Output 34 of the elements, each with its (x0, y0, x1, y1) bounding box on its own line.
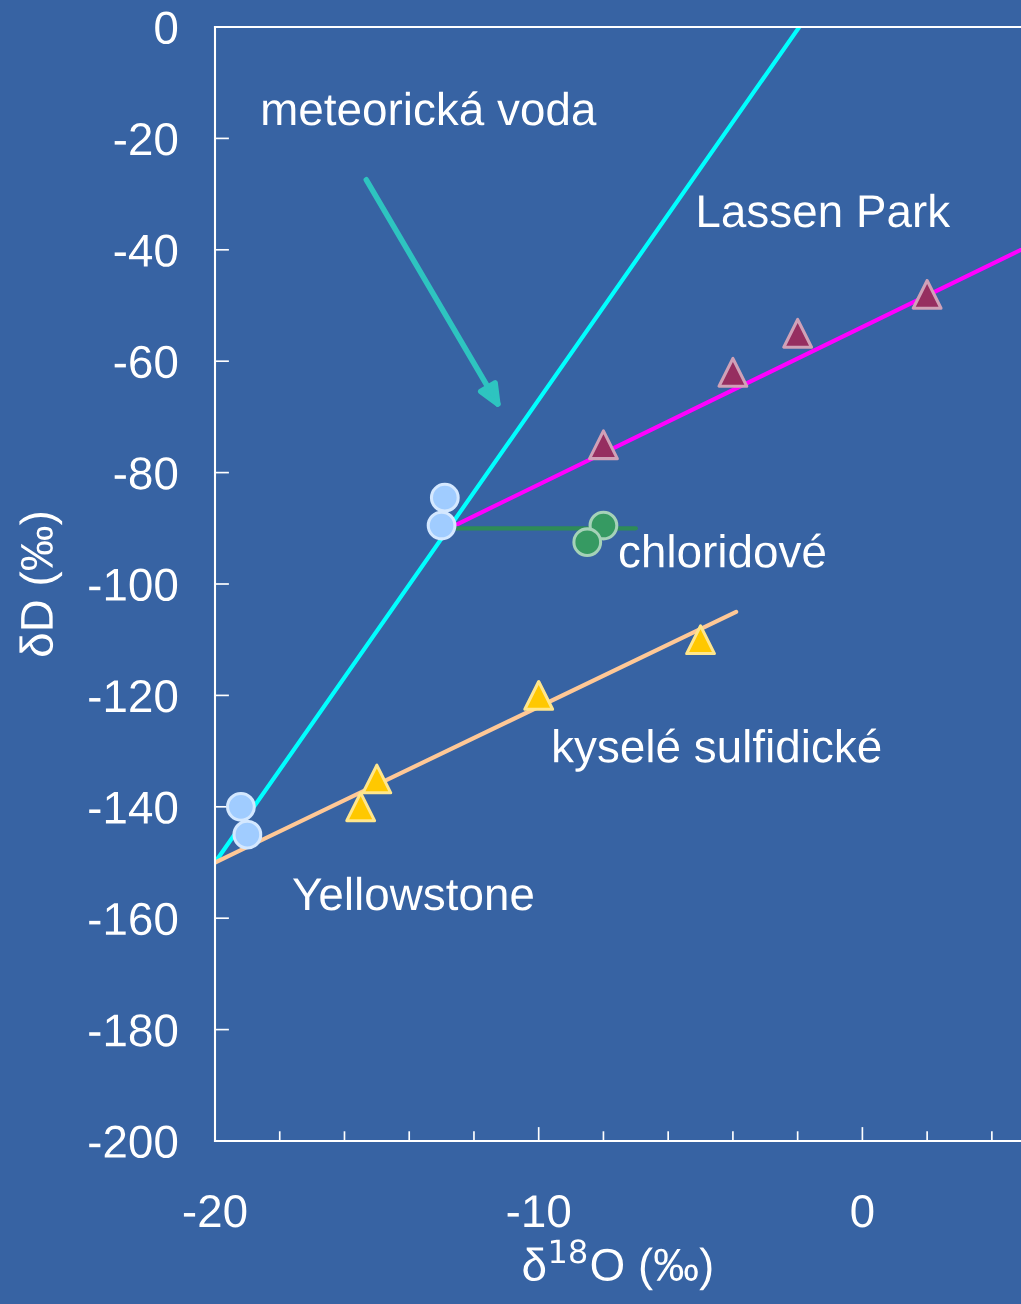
x-tick-label: 0 (851, 1194, 874, 1228)
point (782, 317, 814, 349)
y-tick-label: -160 (89, 902, 178, 936)
point (429, 482, 460, 513)
point (572, 527, 603, 558)
y-tick-label: -140 (89, 791, 178, 824)
y-tick-label: -40 (114, 234, 178, 267)
point (911, 278, 943, 310)
x-axis-title: δ$^{18}$O (‰) (523, 1239, 712, 1291)
annotation: Yellowstone (292, 876, 533, 911)
y-tick-label: -100 (89, 568, 178, 602)
annotation: chloridové (619, 533, 825, 568)
x-tick-label: -20 (183, 1194, 247, 1228)
point (361, 763, 393, 795)
y-tick-label: -200 (89, 1125, 178, 1159)
point (588, 429, 619, 461)
point (685, 624, 716, 656)
y-tick-label: -120 (89, 680, 178, 713)
y-axis-title: δD (‰) (19, 512, 63, 656)
point (523, 679, 555, 711)
y-tick-label: 0 (155, 11, 178, 45)
point (226, 791, 256, 822)
x-tick-label: -10 (507, 1194, 571, 1228)
point (717, 356, 749, 388)
point (345, 791, 377, 823)
y-tick-label: -20 (114, 123, 178, 156)
y-tick-label: -180 (89, 1014, 178, 1047)
annotation: meteorická voda (263, 91, 597, 126)
point (426, 510, 457, 541)
y-tick-label: -80 (114, 457, 178, 490)
annotation: Lassen Park (699, 193, 951, 228)
y-tick-label: -60 (114, 345, 178, 379)
point (232, 819, 263, 850)
annotation: kyselé sulfidické (554, 728, 881, 772)
